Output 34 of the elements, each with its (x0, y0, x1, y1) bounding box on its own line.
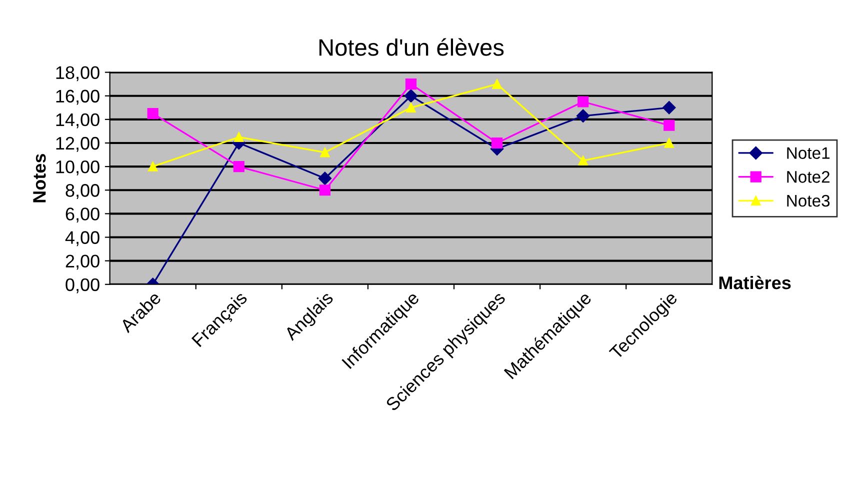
y-tick-label: 6,00 (66, 208, 100, 223)
point (234, 132, 244, 142)
y-tick-label: 0,00 (66, 278, 100, 294)
point (318, 172, 332, 185)
point (492, 79, 502, 89)
legend-label: Note2 (787, 171, 830, 183)
point (664, 138, 674, 148)
point (491, 137, 503, 149)
point (576, 109, 590, 122)
y-tick-label: 12,00 (56, 136, 100, 152)
point (319, 184, 330, 196)
x-axis-title: Matières (719, 276, 791, 290)
y-tick-label: 18,00 (56, 66, 100, 82)
legend-label: Note3 (787, 194, 830, 207)
point (578, 96, 589, 108)
y-axis-title: Notes (33, 154, 46, 202)
point (148, 162, 158, 172)
point (662, 101, 676, 114)
y-tick-label: 16,00 (56, 90, 100, 105)
y-tick-label: 10,00 (56, 160, 100, 176)
y-tick-label: 4,00 (65, 231, 100, 246)
point (320, 148, 330, 158)
point (664, 120, 675, 131)
y-tick-label: 8,00 (66, 184, 100, 199)
point (578, 156, 588, 166)
point (147, 108, 158, 120)
y-tick-label: 14,00 (56, 113, 100, 128)
point (406, 102, 416, 113)
y-tick-label: 2,00 (66, 254, 100, 270)
chart-title: Notes d'un élèves (319, 38, 504, 56)
point (233, 161, 244, 172)
point (404, 89, 418, 102)
legend-label: Note1 (787, 147, 830, 159)
point (405, 78, 417, 90)
